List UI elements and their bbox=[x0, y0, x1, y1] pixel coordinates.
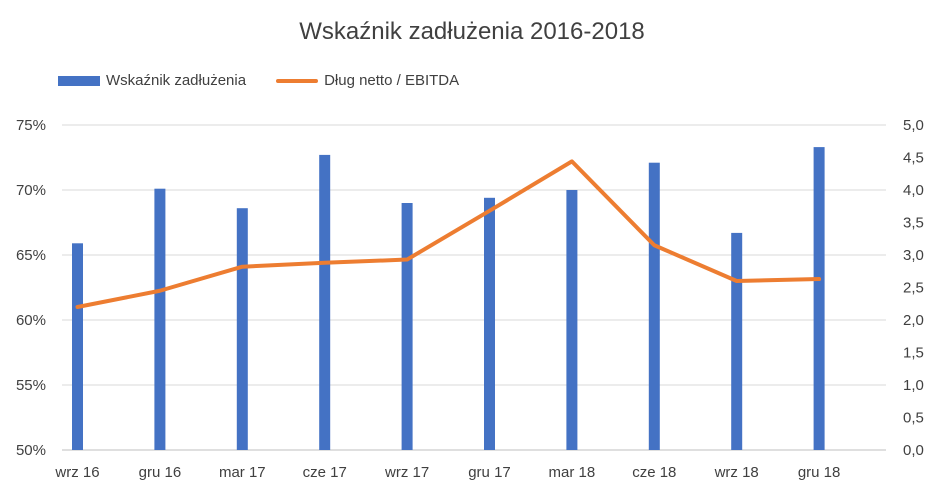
y-left-tick-label: 50% bbox=[16, 442, 46, 459]
legend-swatch-bars bbox=[58, 75, 100, 86]
legend-swatch-line bbox=[276, 78, 319, 83]
y-left-tick-label: 70% bbox=[16, 182, 46, 199]
y-right-tick-label: 2,0 bbox=[903, 312, 924, 329]
bar bbox=[236, 208, 248, 450]
x-tick-label: cze 18 bbox=[632, 464, 676, 481]
y-right-tick-label: 4,0 bbox=[903, 182, 924, 199]
bar bbox=[648, 162, 660, 450]
line-series bbox=[75, 159, 822, 309]
x-tick-label: gru 17 bbox=[468, 464, 511, 481]
bar bbox=[566, 190, 578, 450]
y-right-tick-label: 0,0 bbox=[903, 442, 924, 459]
x-tick-label: wrz 16 bbox=[54, 464, 99, 481]
x-tick-label: mar 18 bbox=[549, 464, 596, 481]
y-right-tick-label: 4,5 bbox=[903, 150, 924, 167]
bar bbox=[319, 154, 331, 450]
y-right-tick-label: 5,0 bbox=[903, 117, 924, 134]
x-tick-label: gru 16 bbox=[139, 464, 182, 481]
x-tick-label: wrz 17 bbox=[384, 464, 429, 481]
x-tick-label: gru 18 bbox=[798, 464, 841, 481]
bar bbox=[484, 197, 495, 450]
y-right-tick-label: 1,5 bbox=[903, 345, 924, 362]
x-tick-label: cze 17 bbox=[303, 464, 347, 481]
legend: Wskaźnik zadłużenia Dług netto / EBITDA bbox=[58, 72, 489, 89]
y-left-tick-label: 60% bbox=[16, 312, 46, 329]
y-left-tick-label: 55% bbox=[16, 377, 46, 394]
y-right-tick-label: 0,5 bbox=[903, 410, 924, 427]
y-left-tick-label: 75% bbox=[16, 117, 46, 134]
bar bbox=[813, 147, 825, 450]
bar bbox=[154, 188, 166, 450]
y-right-tick-label: 2,5 bbox=[903, 280, 924, 297]
legend-label-line: Dług netto / EBITDA bbox=[324, 72, 460, 89]
x-tick-label: wrz 18 bbox=[714, 464, 759, 481]
legend-item-line: Dług netto / EBITDA bbox=[276, 72, 459, 89]
y-right-tick-label: 3,0 bbox=[903, 247, 924, 264]
bar bbox=[72, 243, 83, 450]
chart-title: Wskaźnik zadłużenia 2016-2018 bbox=[299, 18, 645, 45]
x-tick-label: mar 17 bbox=[219, 464, 266, 481]
y-left-tick-label: 65% bbox=[16, 247, 46, 264]
legend-item-bars: Wskaźnik zadłużenia bbox=[58, 72, 246, 89]
bar bbox=[401, 203, 413, 450]
y-right-tick-label: 1,0 bbox=[903, 377, 924, 394]
y-right-tick-label: 3,5 bbox=[903, 215, 924, 232]
legend-label-bars: Wskaźnik zadłużenia bbox=[106, 72, 247, 89]
bar bbox=[731, 232, 743, 450]
